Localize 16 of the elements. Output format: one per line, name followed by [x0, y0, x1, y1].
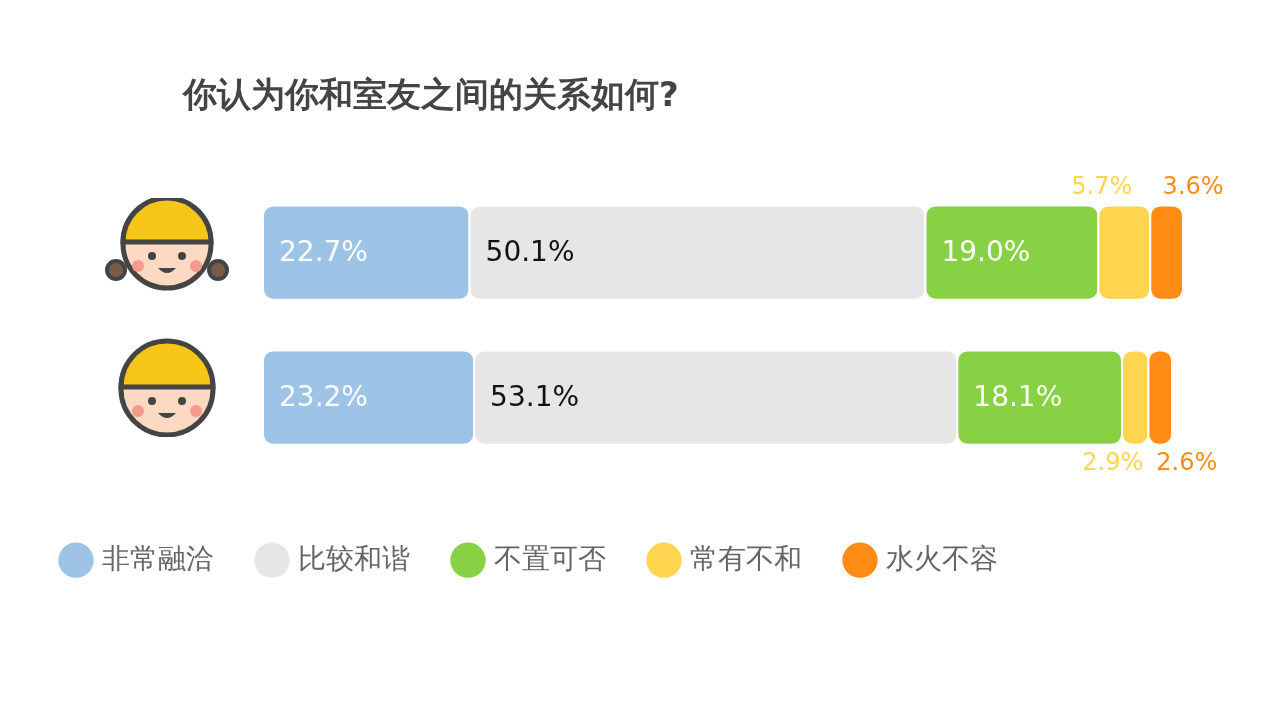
data-label: 53.1%: [490, 379, 580, 413]
data-label: 5.7%: [1071, 172, 1133, 201]
legend-label: 非常融洽: [102, 543, 214, 575]
legend-label: 常有不和: [690, 543, 802, 575]
data-label: 3.6%: [1162, 172, 1224, 201]
data-label: 22.7%: [279, 234, 368, 268]
data-label: 2.6%: [1156, 447, 1218, 476]
data-label: 18.1%: [973, 379, 1063, 413]
chart-title: 你认为你和室友之间的关系如何?: [181, 74, 679, 115]
data-label: 50.1%: [485, 234, 575, 268]
legend-label: 不置可否: [494, 543, 606, 575]
data-label: 19.0%: [941, 234, 1031, 268]
data-label: 23.2%: [279, 379, 368, 413]
legend-label: 水火不容: [886, 543, 998, 575]
legend-label: 比较和谐: [298, 543, 410, 575]
data-label: 2.9%: [1082, 447, 1144, 476]
